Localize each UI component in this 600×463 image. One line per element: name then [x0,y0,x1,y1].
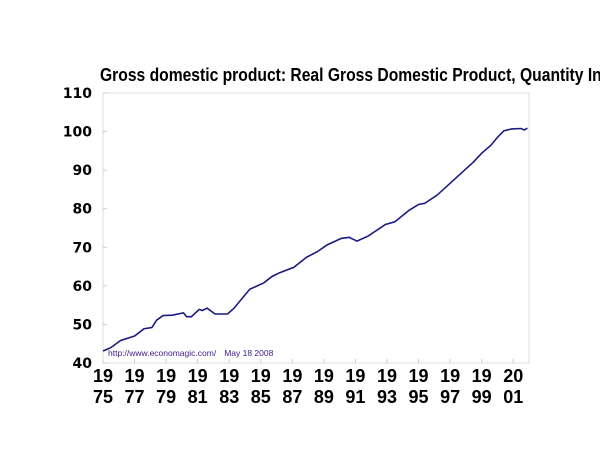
x-tick-label-top: 19 [219,366,239,386]
source-date: May 18 2008 [224,348,273,358]
x-tick-label-bottom: 75 [93,387,113,407]
y-tick-label: 90 [73,163,93,179]
series-line [102,127,528,352]
x-tick-label-bottom: 89 [314,387,334,407]
x-tick-label-bottom: 91 [345,387,365,407]
y-tick-label: 50 [73,317,93,333]
x-tick-label-top: 19 [251,366,271,386]
source-annotation: http://www.economagic.com/May 18 2008 [108,348,274,358]
plot-frame [102,92,530,364]
x-tick-label-top: 19 [93,366,113,386]
y-tick-label: 70 [73,240,93,256]
y-tick-label: 100 [63,125,92,141]
x-tick-label-top: 19 [125,366,145,386]
x-tick-label-top: 19 [409,366,429,386]
x-tick-label-bottom: 77 [125,387,145,407]
y-tick-label: 80 [73,202,93,218]
x-tick-label-bottom: 97 [440,387,460,407]
x-tick-label-top: 19 [345,366,365,386]
x-tick-label-top: 19 [282,366,302,386]
x-tick-label-top: 19 [156,366,176,386]
x-tick-label-bottom: 99 [472,387,492,407]
x-tick-label-bottom: 87 [282,387,302,407]
x-tick-label-bottom: 81 [188,387,208,407]
x-tick-label-bottom: 79 [156,387,176,407]
y-tick-label: 40 [73,356,93,372]
x-tick-label-top: 19 [188,366,208,386]
x-tick-label-top: 20 [503,366,523,386]
x-tick-label-top: 19 [472,366,492,386]
y-tick-label: 60 [73,279,93,295]
x-tick-label-bottom: 95 [409,387,429,407]
x-tick-label-top: 19 [440,366,460,386]
source-url: http://www.economagic.com/ [108,348,217,358]
x-tick-label-top: 19 [377,366,397,386]
x-tick-label-bottom: 85 [251,387,271,407]
x-tick-label-top: 19 [314,366,334,386]
y-tick-label: 110 [63,86,92,102]
x-tick-label-bottom: 83 [219,387,239,407]
x-tick-label-bottom: 93 [377,387,397,407]
chart-title: Gross domestic product: Real Gross Domes… [100,65,600,85]
x-tick-label-bottom: 01 [503,387,523,407]
